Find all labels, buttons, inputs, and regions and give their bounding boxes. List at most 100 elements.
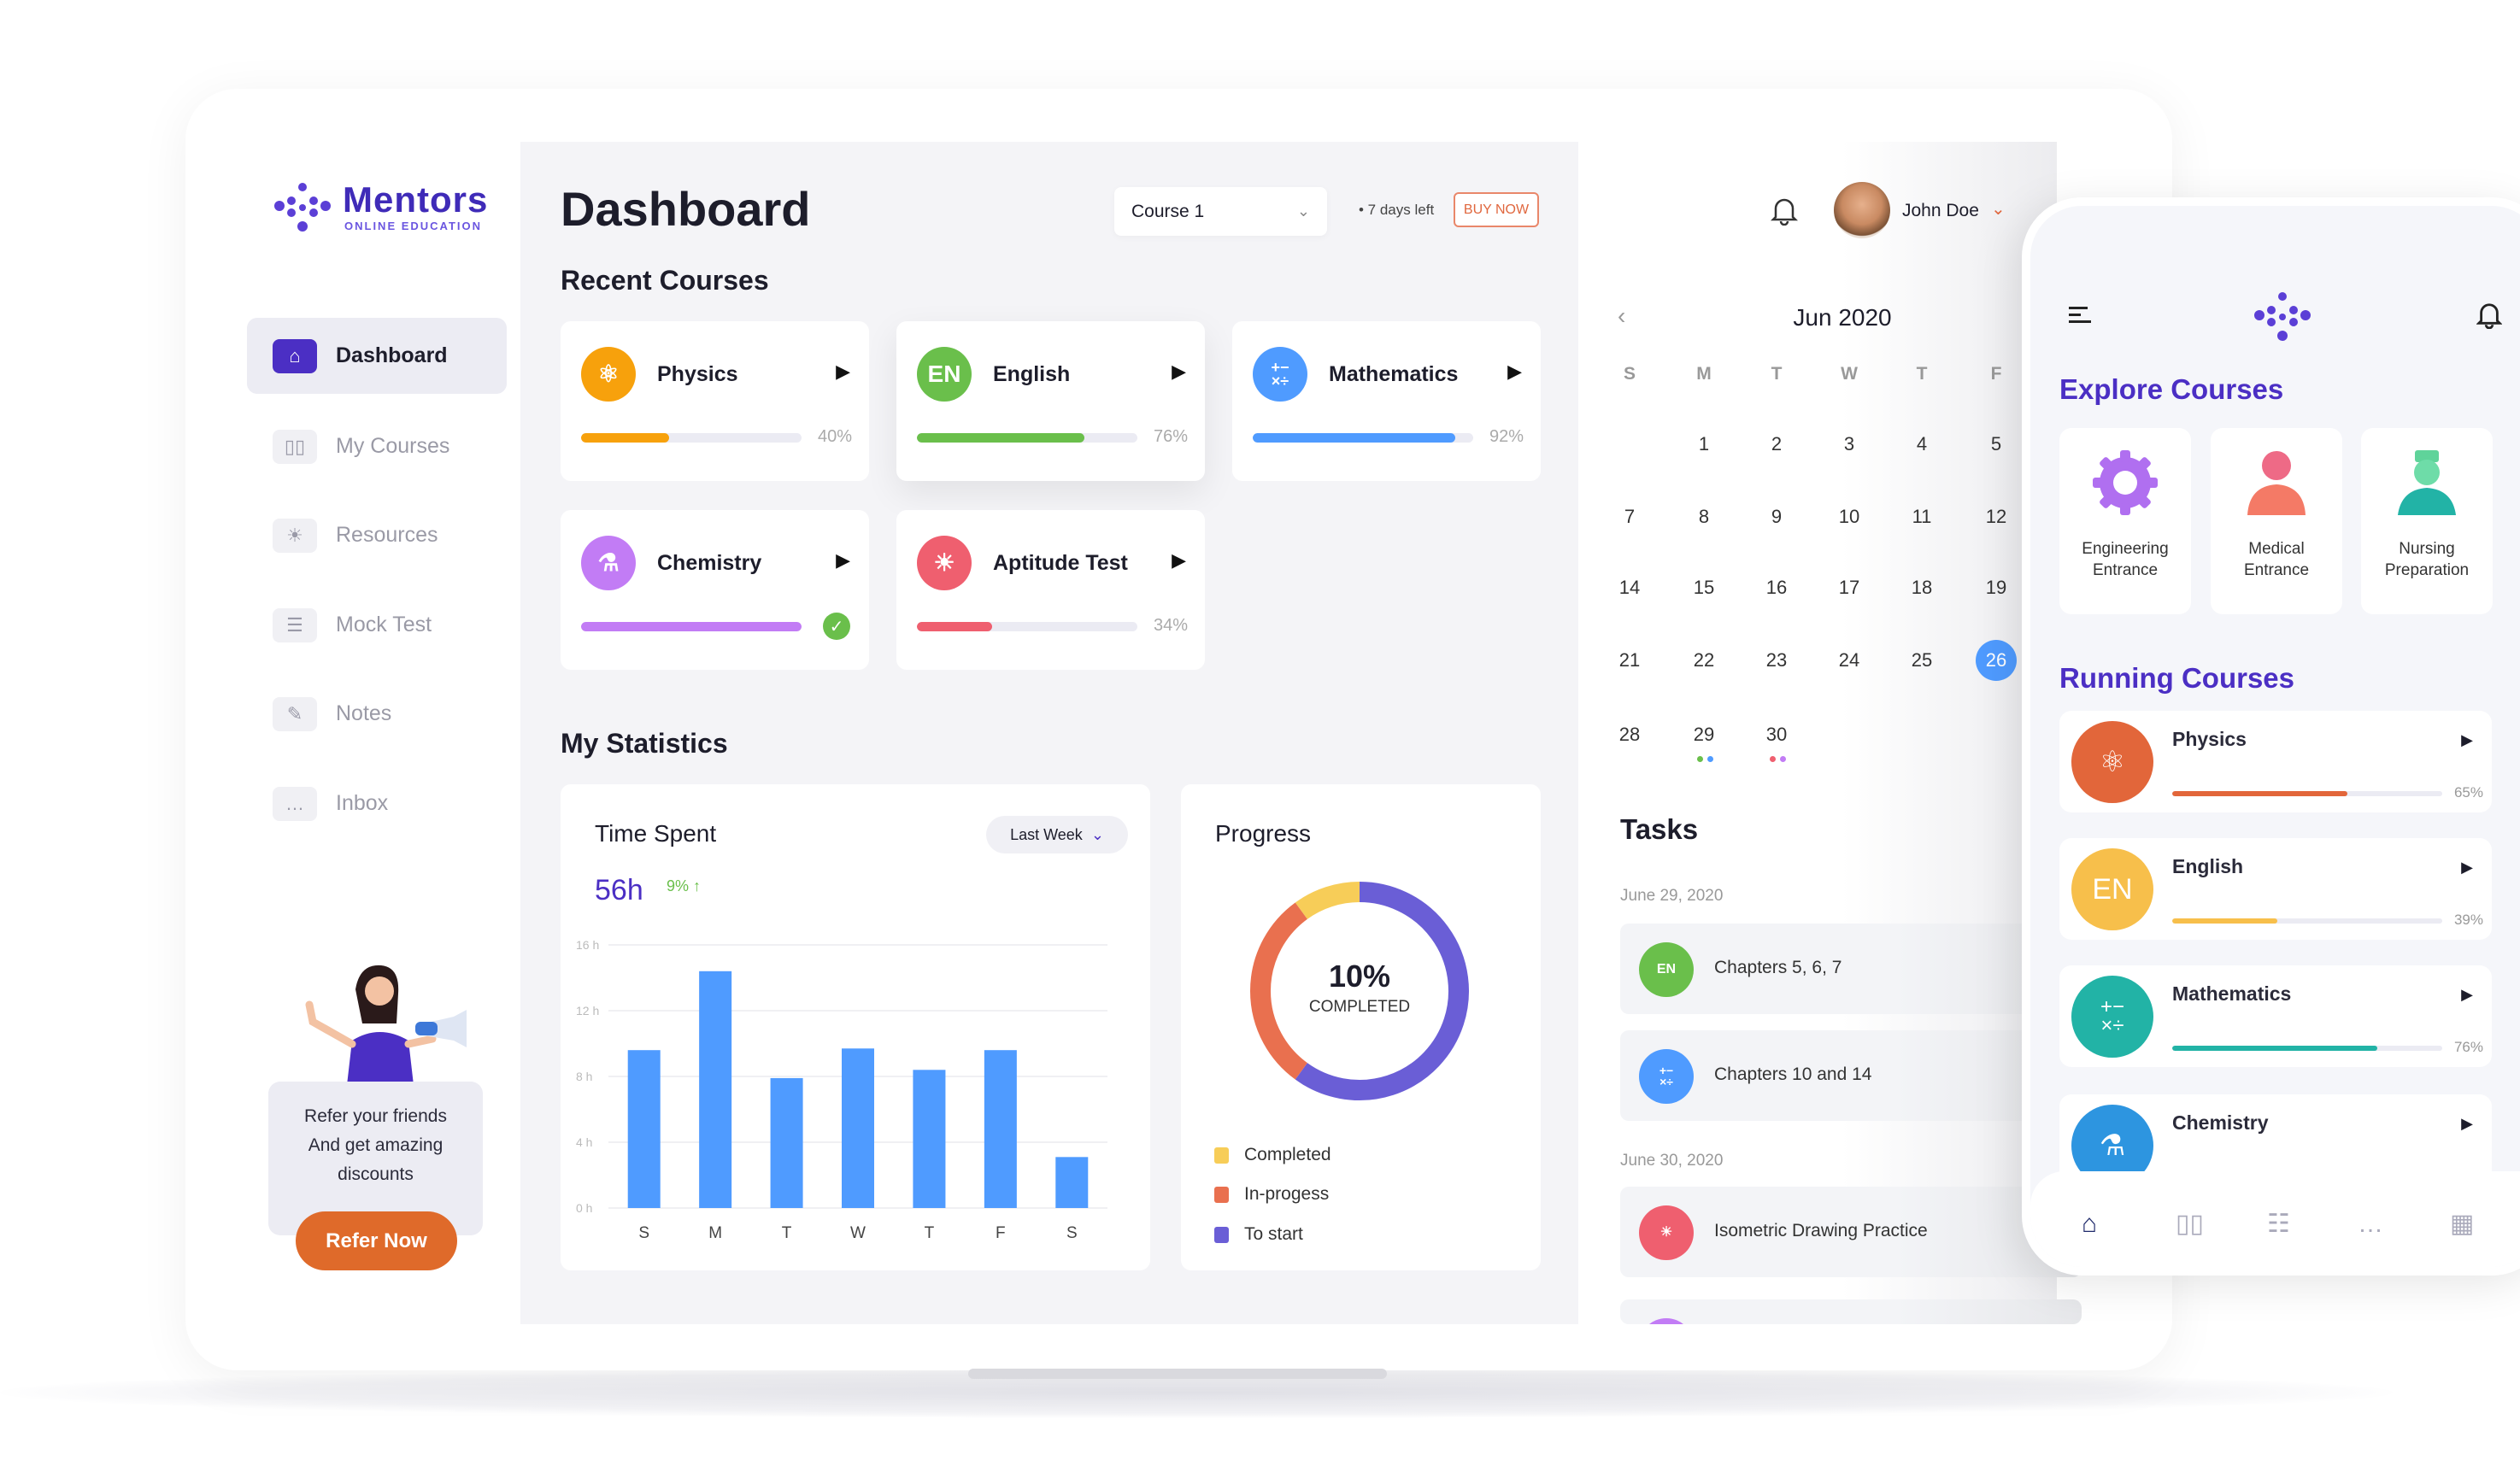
bottom-nav-calendar-icon[interactable]: ▦ xyxy=(2450,1210,2475,1238)
play-arrow-icon[interactable]: ▶ xyxy=(1172,361,1186,382)
notification-bell-icon[interactable] xyxy=(2476,300,2502,329)
calendar-day[interactable]: 23 xyxy=(1765,649,1788,671)
progress-percent: 40% xyxy=(817,427,852,446)
calendar-day[interactable]: 24 xyxy=(1838,649,1860,671)
task-item[interactable]: ☀ Isometric Drawing Practice xyxy=(1620,1187,2082,1277)
task-item[interactable]: ⚗ xyxy=(1620,1299,2082,1324)
brand-name: Mentors xyxy=(343,179,489,220)
calendar-day[interactable]: 17 xyxy=(1838,577,1860,598)
math-icon: +− ×÷ xyxy=(1639,1049,1694,1104)
refer-text-line: Refer your friends xyxy=(304,1106,447,1126)
explore-course-card[interactable]: Nursing Preparation xyxy=(2361,428,2493,614)
calendar-day[interactable]: 29 xyxy=(1693,724,1715,745)
course-card[interactable]: +− ×÷ Mathematics ▶ 92% xyxy=(1232,321,1541,481)
play-arrow-icon[interactable]: ▶ xyxy=(2461,1115,2473,1132)
legend-label: To start xyxy=(1244,1224,1303,1244)
calendar-day[interactable]: 19 xyxy=(1985,577,2007,598)
sidebar-item-dashboard[interactable]: ⌂ Dashboard xyxy=(247,318,507,394)
progress-bar xyxy=(917,622,1137,631)
play-arrow-icon[interactable]: ▶ xyxy=(2461,986,2473,1003)
sidebar-item-inbox[interactable]: … Inbox xyxy=(247,765,507,842)
calendar-day[interactable]: 2 xyxy=(1771,433,1783,455)
sidebar-item-resources[interactable]: ☀ Resources xyxy=(247,497,507,573)
calendar-day[interactable]: 25 xyxy=(1911,649,1933,671)
calendar-day[interactable]: 14 xyxy=(1618,577,1641,598)
calendar-day[interactable]: 9 xyxy=(1771,506,1783,527)
play-arrow-icon[interactable]: ▶ xyxy=(1172,549,1186,571)
progress-fill xyxy=(917,622,992,631)
notification-bell-icon[interactable] xyxy=(1771,195,1798,226)
bottom-nav-home-icon[interactable]: ⌂ xyxy=(2082,1210,2098,1238)
pencil-icon: ✎ xyxy=(273,696,317,731)
explore-course-card[interactable]: Engineering Entrance xyxy=(2059,428,2191,614)
donut-slice-completed xyxy=(1295,882,1360,920)
course-select[interactable]: Course 1 ⌄ xyxy=(1114,187,1327,236)
period-dropdown[interactable]: Last Week ⌄ xyxy=(986,816,1128,853)
refer-now-button[interactable]: Refer Now xyxy=(296,1211,457,1270)
task-item[interactable]: EN Chapters 5, 6, 7 xyxy=(1620,924,2082,1014)
play-arrow-icon[interactable]: ▶ xyxy=(836,361,850,382)
calendar-day[interactable]: 11 xyxy=(1912,506,1932,527)
running-course-card[interactable]: ⚛ Physics ▶ 65% xyxy=(2059,711,2492,812)
progress-percent: 76% xyxy=(2453,1039,2483,1055)
event-dot xyxy=(1780,756,1786,762)
play-arrow-icon[interactable]: ▶ xyxy=(2461,859,2473,876)
course-card[interactable]: ⚛ Physics ▶ 40% xyxy=(561,321,869,481)
calendar-day[interactable]: 16 xyxy=(1765,577,1788,598)
bottom-nav-chat-icon[interactable]: … xyxy=(2358,1210,2383,1238)
user-avatar[interactable] xyxy=(1834,182,1890,238)
calendar-day[interactable]: 7 xyxy=(1624,506,1636,527)
hamburger-menu-icon[interactable] xyxy=(2069,307,2093,323)
bottom-nav-book-icon[interactable]: ▯▯ xyxy=(2176,1210,2205,1238)
calendar-day[interactable]: 1 xyxy=(1698,433,1710,455)
running-course-card[interactable]: EN English ▶ 39% xyxy=(2059,838,2492,940)
calendar-day[interactable]: 12 xyxy=(1985,506,2007,527)
calendar-day[interactable]: 4 xyxy=(1916,433,1928,455)
bottom-nav-document-icon[interactable]: ☷ xyxy=(2267,1210,2290,1238)
calendar-day[interactable]: 18 xyxy=(1911,577,1933,598)
calendar-day[interactable]: 22 xyxy=(1693,649,1715,671)
calendar-prev-icon[interactable]: ‹ xyxy=(1618,302,1626,329)
play-arrow-icon[interactable]: ▶ xyxy=(2461,731,2473,748)
calendar-day[interactable]: 30 xyxy=(1765,724,1788,745)
flask-icon: ⚗ xyxy=(1639,1318,1694,1324)
play-arrow-icon[interactable]: ▶ xyxy=(836,549,850,571)
sidebar-item-notes[interactable]: ✎ Notes xyxy=(247,676,507,752)
total-hours: 56h xyxy=(595,874,643,906)
trend-value: 9% xyxy=(667,877,690,894)
task-item[interactable]: +− ×÷ Chapters 10 and 14 xyxy=(1620,1030,2082,1121)
refer-illustration-woman-megaphone xyxy=(305,965,467,1085)
buy-now-button[interactable]: BUY NOW xyxy=(1454,192,1539,227)
laptop-hinge xyxy=(968,1369,1387,1379)
calendar-day[interactable]: 5 xyxy=(1990,433,2002,455)
calendar-day[interactable]: 28 xyxy=(1618,724,1641,745)
progress-percent: 76% xyxy=(1153,427,1188,446)
calendar-day[interactable]: 10 xyxy=(1838,506,1860,527)
progress-bar xyxy=(1253,433,1473,443)
play-arrow-icon[interactable]: ▶ xyxy=(1507,361,1522,382)
chevron-down-icon[interactable]: ⌄ xyxy=(1991,200,2006,219)
calendar-day[interactable]: 15 xyxy=(1693,577,1715,598)
sidebar-item-label: My Courses xyxy=(336,434,450,458)
explore-course-card[interactable]: Medical Entrance xyxy=(2211,428,2342,614)
running-course-card[interactable]: +− ×÷ Mathematics ▶ 76% xyxy=(2059,965,2492,1067)
user-name[interactable]: John Doe xyxy=(1902,201,1979,220)
course-card[interactable]: ⚗ Chemistry ▶ ✓ xyxy=(561,510,869,670)
speech-en-icon: EN xyxy=(2071,848,2153,930)
calendar-day[interactable]: 3 xyxy=(1843,433,1855,455)
course-card[interactable]: EN English ▶ 76% xyxy=(896,321,1205,481)
calendar-day[interactable]: 8 xyxy=(1698,506,1710,527)
calendar-day-today[interactable]: 26 xyxy=(1976,640,2017,681)
task-date: June 29, 2020 xyxy=(1620,887,1724,905)
sidebar-item-mock-test[interactable]: ☰ Mock Test xyxy=(247,587,507,663)
calendar-day[interactable]: 21 xyxy=(1618,649,1641,671)
donut-slice-to start xyxy=(1295,882,1469,1100)
sidebar-item-label: Inbox xyxy=(336,791,389,815)
event-dot xyxy=(1697,756,1703,762)
progress-fill xyxy=(581,622,802,631)
sidebar-item-my-courses[interactable]: ▯▯ My Courses xyxy=(247,408,507,484)
course-card[interactable]: ☀ Aptitude Test ▶ 34% xyxy=(896,510,1205,670)
task-name: Chapters 5, 6, 7 xyxy=(1714,958,1842,977)
calendar-month: Jun 2020 xyxy=(1793,304,1892,331)
page-title: Dashboard xyxy=(561,182,811,236)
